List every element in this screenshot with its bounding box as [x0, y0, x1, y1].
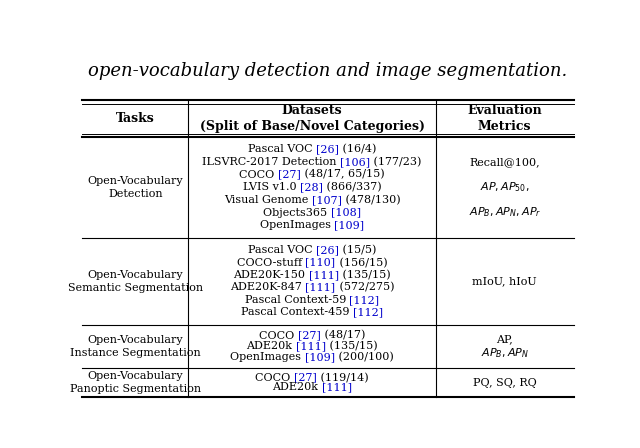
Text: (48/17): (48/17): [321, 330, 365, 340]
Text: Visual Genome: Visual Genome: [224, 195, 312, 205]
Text: [110]: [110]: [305, 258, 335, 267]
Text: [26]: [26]: [316, 245, 339, 255]
Text: [109]: [109]: [334, 220, 364, 230]
Text: (48/17, 65/15): (48/17, 65/15): [301, 169, 385, 180]
Text: (135/15): (135/15): [326, 341, 378, 352]
Text: Evaluation
Metrics: Evaluation Metrics: [467, 104, 542, 133]
Text: Pascal Context-59: Pascal Context-59: [244, 295, 349, 305]
Text: [109]: [109]: [305, 352, 335, 362]
Text: PQ, SQ, RQ: PQ, SQ, RQ: [473, 378, 537, 388]
Text: [112]: [112]: [349, 295, 380, 305]
Text: (177/23): (177/23): [371, 157, 422, 167]
Text: [26]: [26]: [316, 144, 339, 154]
Text: Pascal Context-459: Pascal Context-459: [241, 307, 353, 317]
Text: COCO-stuff: COCO-stuff: [237, 258, 305, 267]
Text: Objects365: Objects365: [263, 207, 331, 218]
Text: [27]: [27]: [298, 331, 321, 340]
Text: [107]: [107]: [312, 195, 342, 205]
Text: COCO: COCO: [259, 331, 298, 340]
Text: ADE20K-150: ADE20K-150: [234, 270, 309, 280]
Text: mIoU, hIoU: mIoU, hIoU: [472, 276, 537, 286]
Text: Pascal VOC: Pascal VOC: [248, 245, 316, 255]
Text: LVIS v1.0: LVIS v1.0: [243, 182, 300, 192]
Text: (16/4): (16/4): [339, 144, 376, 155]
Text: Open-Vocabulary
Detection: Open-Vocabulary Detection: [88, 176, 183, 199]
Text: Open-Vocabulary
Panoptic Segmentation: Open-Vocabulary Panoptic Segmentation: [70, 371, 201, 394]
Text: (200/100): (200/100): [335, 352, 394, 362]
Text: ILSVRC-2017 Detection: ILSVRC-2017 Detection: [202, 157, 340, 167]
Text: (119/14): (119/14): [317, 373, 369, 383]
Text: [106]: [106]: [340, 157, 371, 167]
Text: [111]: [111]: [296, 341, 326, 351]
Text: [111]: [111]: [309, 270, 339, 280]
Text: ADE20K-847: ADE20K-847: [230, 282, 305, 293]
Text: OpenImages: OpenImages: [230, 352, 305, 362]
Text: ADE20k: ADE20k: [246, 341, 296, 351]
Text: [112]: [112]: [353, 307, 383, 317]
Text: COCO: COCO: [255, 373, 294, 383]
Text: (15/5): (15/5): [339, 245, 376, 255]
Text: $AP, AP_{50},$: $AP, AP_{50},$: [480, 180, 529, 194]
Text: [28]: [28]: [300, 182, 323, 192]
Text: [111]: [111]: [322, 382, 352, 392]
Text: ADE20k: ADE20k: [272, 382, 322, 392]
Text: open-vocabulary detection and image segmentation.: open-vocabulary detection and image segm…: [88, 62, 568, 80]
Text: Recall@100,: Recall@100,: [470, 157, 540, 167]
Text: Datasets
(Split of Base/Novel Categories): Datasets (Split of Base/Novel Categories…: [200, 104, 424, 133]
Text: AP,: AP,: [497, 334, 513, 344]
Text: OpenImages: OpenImages: [260, 220, 334, 230]
Text: (866/337): (866/337): [323, 182, 381, 192]
Text: Pascal VOC: Pascal VOC: [248, 144, 316, 154]
Text: $AP_{B}, AP_{N}$: $AP_{B}, AP_{N}$: [481, 347, 529, 361]
Text: (135/15): (135/15): [339, 270, 390, 280]
Text: (478/130): (478/130): [342, 195, 400, 205]
Text: [111]: [111]: [305, 282, 335, 293]
Text: Open-Vocabulary
Semantic Segmentation: Open-Vocabulary Semantic Segmentation: [68, 270, 203, 293]
Text: [27]: [27]: [278, 169, 301, 180]
Text: Tasks: Tasks: [116, 112, 155, 125]
Text: [108]: [108]: [331, 207, 361, 218]
Text: [27]: [27]: [294, 373, 317, 383]
Text: Open-Vocabulary
Instance Segmentation: Open-Vocabulary Instance Segmentation: [70, 335, 201, 358]
Text: COCO: COCO: [239, 169, 278, 180]
Text: $AP_{B}, AP_{N}, AP_{r}$: $AP_{B}, AP_{N}, AP_{r}$: [468, 206, 541, 220]
Text: (572/275): (572/275): [335, 282, 394, 293]
Text: (156/15): (156/15): [335, 258, 387, 268]
